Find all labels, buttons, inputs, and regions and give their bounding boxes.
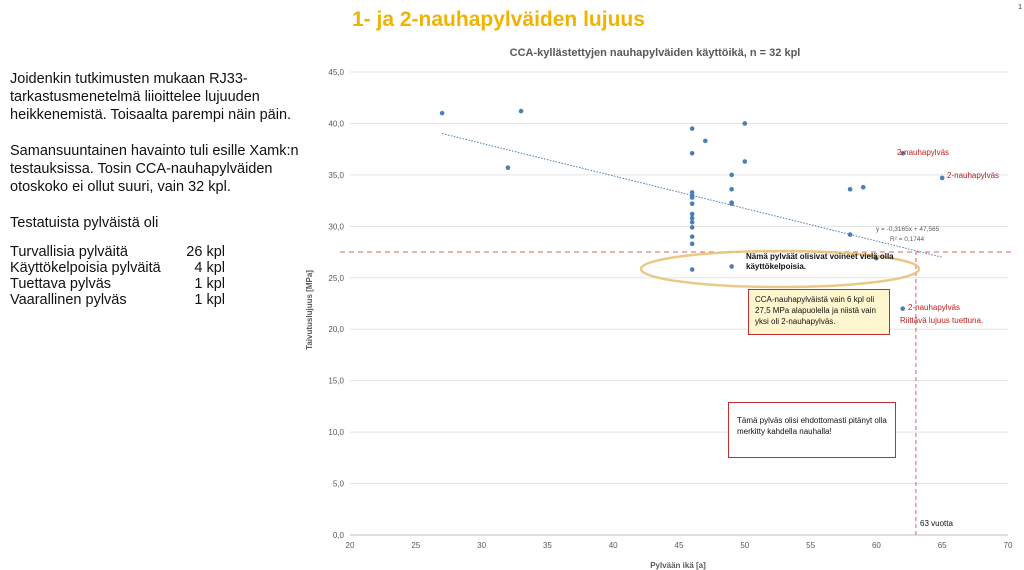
data-point [729,201,734,206]
reference-lines [340,251,1014,535]
stat-value: 1 kpl [194,276,225,292]
y-axis-title: Taivutuslujuus [MPa] [305,270,314,350]
x-tick-label: 45 [675,541,684,550]
trendline [441,133,943,258]
data-point [689,126,695,131]
y-tick-label: 30,0 [328,222,344,231]
stat-row: Käyttökelpoisia pylväitä 4 kpl [10,260,300,276]
grid-layer [350,71,1008,536]
data-points [439,108,945,447]
y-tick-label: 0,0 [333,531,345,540]
stat-value: 26 kpl [186,244,225,260]
scatter-chart: CCA-kyllästettyjen nauhapylväiden käyttö… [305,47,1014,570]
slide-title: 1- ja 2-nauhapylväiden lujuus [352,8,645,31]
y-tick-label: 20,0 [328,325,344,334]
data-point [900,306,906,311]
y-tick-label: 10,0 [328,428,344,437]
highlight-ellipse [639,249,921,289]
trendline-r-squared: R² = 0,1744 [890,236,925,243]
x-tick-label: 50 [740,541,749,550]
note-box-mismarked-pole: Tämä pylväs olisi ehdottomasti pitänyt o… [728,402,896,458]
label-two-strip-2: 2-nauhapylväs [947,171,999,180]
label-supported: Riittävä lujuus tuettuna. [900,316,983,325]
x-tick-label: 70 [1004,541,1013,550]
stat-label: Turvallisia pylväitä [10,244,128,260]
x-tick-label: 35 [543,541,552,550]
data-point [703,138,708,144]
data-point [689,219,695,225]
x-tick-label: 55 [806,541,815,550]
x-tick-label: 20 [346,541,355,550]
label-two-strip-3: 2-nauhapylväs [908,303,960,312]
data-point [847,232,853,237]
data-point [689,195,695,200]
reference-line-label: 63 vuotta [920,519,953,528]
stat-value: 1 kpl [194,292,225,308]
paragraph-rj33: Joidenkin tutkimusten mukaan RJ33-tarkas… [10,71,292,123]
data-point [860,184,866,190]
x-axis-title: Pylvään ikä [a] [650,561,706,570]
y-tick-label: 25,0 [328,274,344,283]
stat-value: 4 kpl [194,260,225,276]
left-text-panel: Joidenkin tutkimusten mukaan RJ33-tarkas… [10,70,300,308]
data-point [900,150,906,156]
data-point [939,175,945,181]
data-point [729,172,734,178]
note-box-below-threshold: CCA-nauhapylväistä vain 6 kpl oli 27,5 M… [748,289,890,335]
stat-row: Turvallisia pylväitä 26 kpl [10,244,300,260]
data-point [742,121,748,126]
y-tick-label: 15,0 [328,377,344,386]
y-tick-label: 5,0 [333,480,345,489]
data-point [689,225,695,230]
chart-title: CCA-kyllästettyjen nauhapylväiden käyttö… [510,47,801,59]
y-tick-label: 35,0 [328,171,344,180]
data-point [439,110,445,116]
paragraph-xamk: Samansuuntainen havainto tuli esille Xam… [10,143,299,195]
x-tick-label: 65 [938,541,947,550]
stat-row: Tuettava pylväs 1 kpl [10,276,300,292]
data-point [689,234,695,239]
data-point [742,159,748,164]
axis-layer: 0,0 5,0 10,0 15,0 20,0 25,0 30,0 35,0 40,0 45,0 20… [328,68,1013,550]
stat-label: Vaarallinen pylväs [10,292,127,308]
data-point [689,211,695,217]
data-point [689,201,695,206]
data-point [689,150,695,156]
stat-row: Vaarallinen pylväs 1 kpl [10,292,300,308]
data-point [689,215,695,221]
data-point [689,241,695,247]
trendline-equation: y = -0,3165x + 47,565 [876,226,940,233]
label-two-strip-1: 2-nauhapylväs [897,148,949,157]
stat-label: Käyttökelpoisia pylväitä [10,260,161,276]
y-tick-label: 40,0 [328,119,344,128]
data-point [729,186,734,192]
x-tick-label: 60 [872,541,881,550]
ellipse-note: Nämä pylväät olisivat voineet vielä olla… [746,252,894,271]
stats-list: Turvallisia pylväitä 26 kpl Käyttökelpoi… [10,244,300,308]
paragraph-tested: Testatuista pylväistä oli [10,215,159,231]
x-tick-label: 30 [477,541,486,550]
stat-label: Tuettava pylväs [10,276,112,292]
data-point [505,165,511,170]
x-tick-label: 25 [411,541,420,550]
data-point [689,267,695,272]
data-point [729,264,734,269]
page-number: 1 [1018,4,1022,11]
data-point [518,108,524,114]
x-tick-label: 40 [609,541,618,550]
data-point [847,186,853,192]
y-tick-label: 45,0 [328,68,344,77]
